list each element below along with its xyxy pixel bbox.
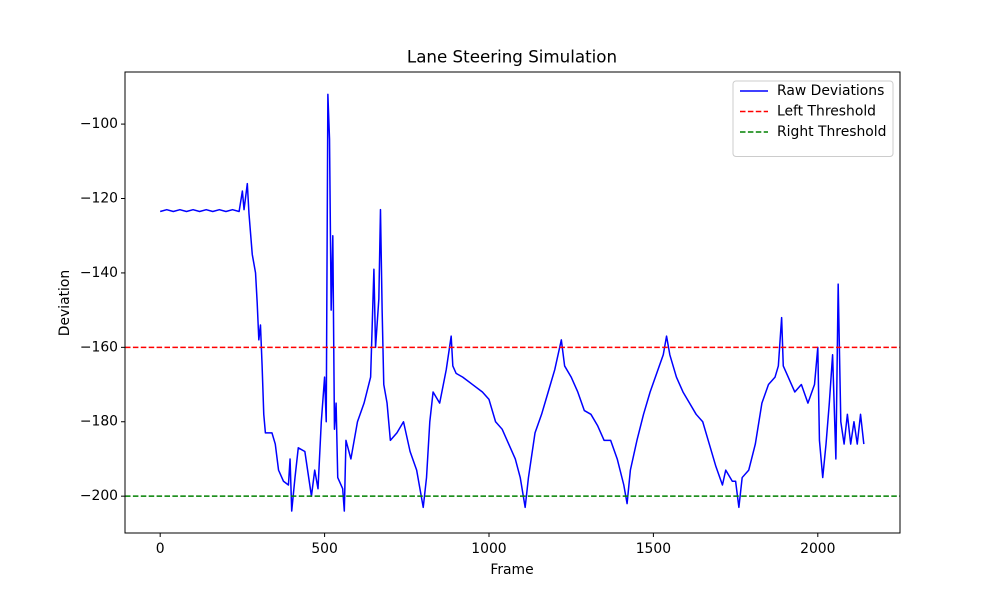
x-tick-label: 1000 [471,541,506,557]
x-tick-label: 1500 [636,541,671,557]
data-line [159,93,865,512]
legend-label: Right Threshold [777,124,886,140]
legend-label: Raw Deviations [777,83,884,99]
y-tick-label: −140 [80,265,118,281]
x-tick-label: 500 [311,541,338,557]
x-tick-label: 2000 [800,541,835,557]
y-tick-label: −160 [80,339,118,355]
y-axis-label: Deviation [57,270,73,336]
legend-box [732,80,894,157]
plot-frame [124,71,901,534]
x-tick-label: 0 [156,541,165,557]
chart-title: Lane Steering Simulation [407,47,617,67]
y-tick-label: −120 [80,191,118,207]
y-tick-label: −180 [80,414,118,430]
legend-label: Left Threshold [777,104,876,120]
y-tick-label: −100 [80,116,118,132]
y-tick-label: −200 [80,488,118,504]
x-axis-label: Frame [490,562,533,578]
